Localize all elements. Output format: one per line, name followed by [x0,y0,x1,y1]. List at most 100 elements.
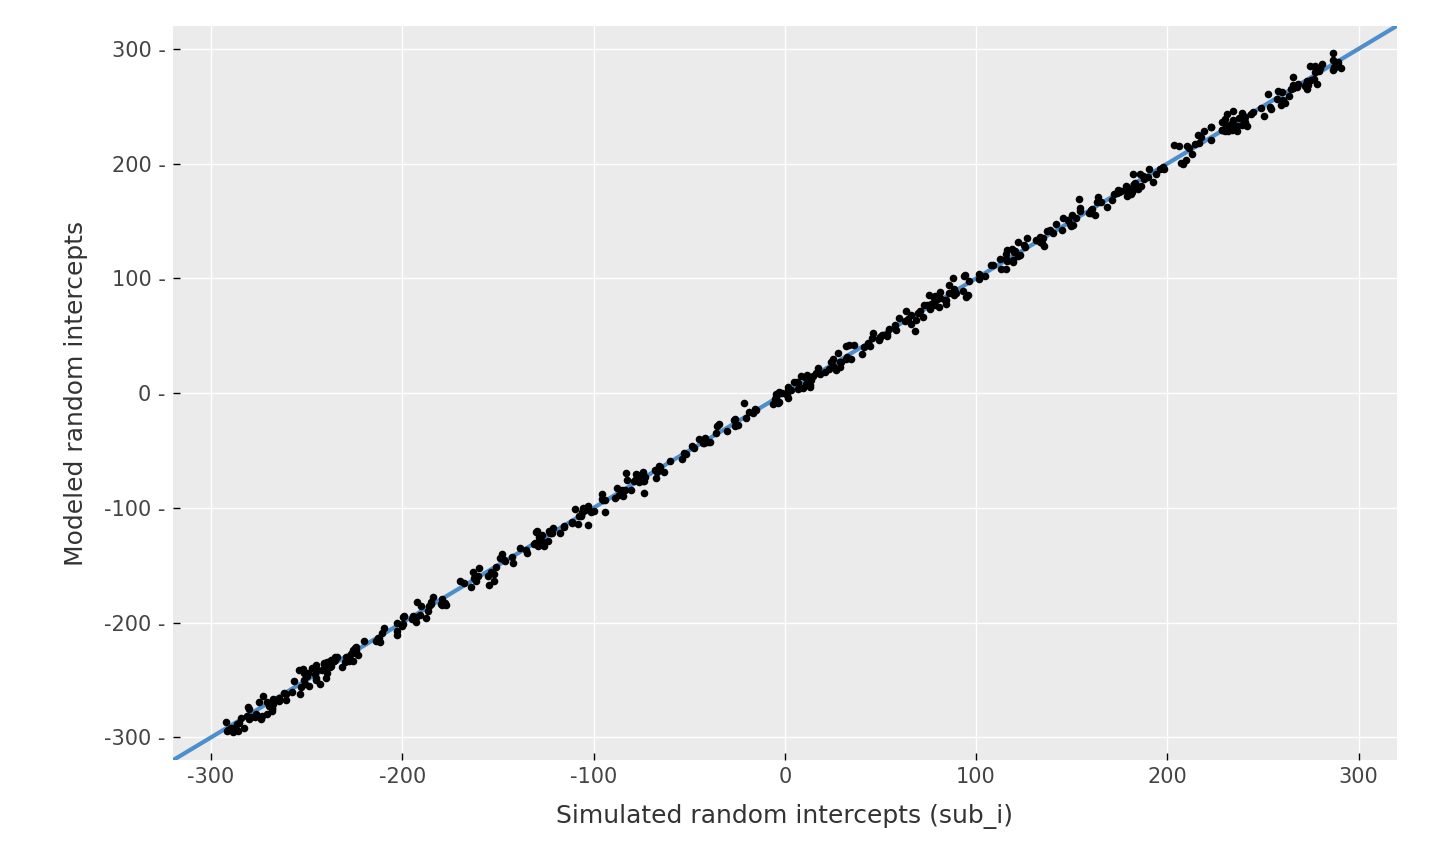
Point [935,297,958,311]
Point [1326,54,1349,68]
Point [553,520,576,534]
Point [576,500,599,514]
Point [482,574,505,588]
Point [723,419,746,433]
Point [1270,86,1293,99]
Point [590,492,613,505]
Point [1152,162,1175,175]
Point [1122,176,1145,190]
Point [1110,184,1133,198]
Point [1004,244,1027,257]
Point [541,521,564,535]
Point [1126,182,1149,196]
Point [942,271,965,285]
Point [370,626,393,640]
Point [235,709,258,723]
Point [228,716,251,730]
Point [827,346,850,359]
Point [1168,139,1191,153]
Point [775,388,798,402]
Point [1007,249,1030,263]
Point [1120,181,1143,195]
Point [251,709,274,723]
Point [608,488,631,502]
Point [1266,92,1289,106]
Point [1225,119,1248,133]
Point [672,447,696,461]
Point [995,243,1018,257]
Point [573,503,596,517]
Point [1169,156,1192,169]
Point [1282,70,1305,84]
Point [344,640,367,654]
Point [995,262,1018,276]
Point [1116,188,1139,202]
Point [647,461,670,474]
Point [1120,186,1143,200]
Point [1045,217,1068,231]
Point [315,655,338,669]
Point [459,580,482,594]
Point [1001,253,1024,267]
Point [536,535,559,549]
Point [418,599,441,613]
Point [806,361,829,375]
Point [835,353,858,366]
Point [887,311,910,325]
Point [222,725,245,739]
Point [527,538,550,552]
Point [900,316,923,330]
Point [1227,111,1250,125]
Point [508,542,531,556]
Point [500,550,523,564]
Point [801,369,824,383]
Point [564,502,588,516]
Point [897,313,920,327]
Point [857,336,880,350]
Point [216,724,239,738]
Point [704,426,727,440]
Point [829,360,852,374]
Point [405,615,428,629]
Point [922,296,945,310]
Point [1253,110,1276,124]
Point [304,670,327,684]
Point [477,578,500,592]
Point [315,665,338,679]
Point [223,721,246,735]
Point [312,657,336,670]
Point [268,691,291,705]
Point [612,489,635,503]
Point [364,634,387,648]
Point [580,505,603,518]
Point [1329,61,1352,75]
Point [1064,211,1087,225]
Point [952,284,975,298]
Point [870,328,893,342]
Point [868,333,891,346]
Point [1119,187,1142,201]
Point [392,611,415,625]
Point [325,650,348,664]
Point [1024,233,1047,247]
Point [903,324,926,338]
Point [776,383,799,397]
Point [467,569,490,582]
Point [261,692,284,706]
Point [465,574,488,588]
Point [814,365,837,379]
Point [1094,200,1117,213]
Point [1231,118,1254,132]
Point [1002,256,1025,270]
Point [1061,218,1084,232]
Point [765,387,788,401]
Point [1007,235,1030,249]
Point [340,646,363,660]
Point [549,526,572,540]
Point [539,526,562,540]
Point [337,654,360,668]
Point [968,267,991,281]
Point [1152,160,1175,174]
Point [523,537,546,551]
Point [796,369,819,383]
